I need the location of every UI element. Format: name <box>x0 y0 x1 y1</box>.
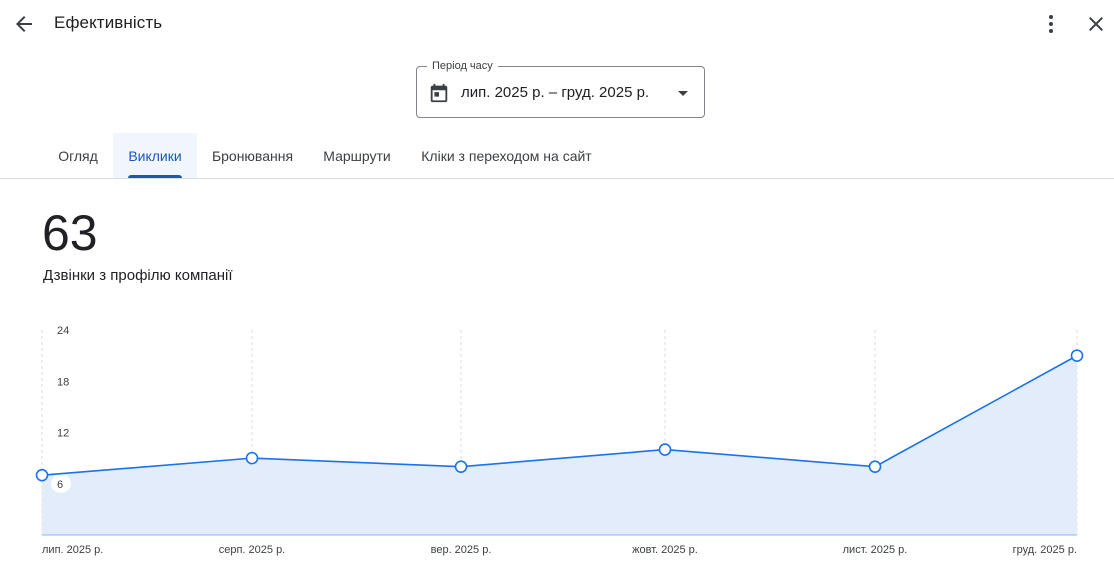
data-point-5 <box>1070 349 1084 362</box>
y-tick-label-12: 12 <box>57 428 69 440</box>
more-vert-icon <box>1049 15 1053 33</box>
page-title: Ефективність <box>54 13 163 32</box>
x-tick-label-5: груд. 2025 р. <box>1013 544 1077 556</box>
tab-bar: Огляд Виклики Бронювання Маршрути Кліки … <box>0 133 1114 179</box>
y-tick-label-6: 6 <box>57 479 63 491</box>
x-tick-label-4: лист. 2025 р. <box>843 544 908 556</box>
tab-bookings[interactable]: Бронювання <box>211 147 294 164</box>
tab-website-clicks[interactable]: Кліки з переходом на сайт <box>421 147 592 164</box>
close-button[interactable] <box>1076 4 1114 44</box>
calls-chart: 6 12 18 24 лип. 2025 р. серп. 2025 р. вер. 202… <box>35 325 1084 556</box>
x-tick-label-2: вер. 2025 р. <box>431 544 492 556</box>
x-tick-label-0: лип. 2025 р. <box>42 544 103 556</box>
period-select[interactable]: Період часу лип. 2025 р. – груд. 2025 р. <box>416 59 705 118</box>
data-point-4 <box>868 460 882 473</box>
arrow-back-icon <box>16 16 32 32</box>
y-tick-label-24: 24 <box>57 325 69 337</box>
y-tick-label-18: 18 <box>57 376 69 388</box>
chart-line <box>41 354 1078 477</box>
tab-calls[interactable]: Виклики <box>113 133 197 178</box>
close-icon <box>1089 17 1103 31</box>
data-point-0 <box>35 468 49 482</box>
data-point-2 <box>454 460 468 473</box>
back-button[interactable] <box>4 4 44 44</box>
top-bar: Ефективність <box>0 0 1114 48</box>
tab-overview[interactable]: Огляд <box>58 147 98 164</box>
y-tick-badge <box>51 474 71 493</box>
x-tick-label-1: серп. 2025 р. <box>219 544 286 556</box>
metric-label: Дзвінки з профілю компанії <box>43 267 233 284</box>
period-value: лип. 2025 р. – груд. 2025 р. <box>461 84 650 101</box>
data-point-3 <box>658 443 672 456</box>
period-label: Період часу <box>427 59 498 73</box>
dropdown-arrow-icon <box>678 91 688 96</box>
calendar-icon <box>430 83 448 103</box>
data-point-1 <box>245 451 259 465</box>
chart-area <box>42 355 1077 535</box>
more-options-button[interactable] <box>1031 4 1071 44</box>
tab-directions[interactable]: Маршрути <box>323 147 391 164</box>
x-tick-label-3: жовт. 2025 р. <box>632 544 698 556</box>
metric-value: 63 <box>42 205 98 261</box>
